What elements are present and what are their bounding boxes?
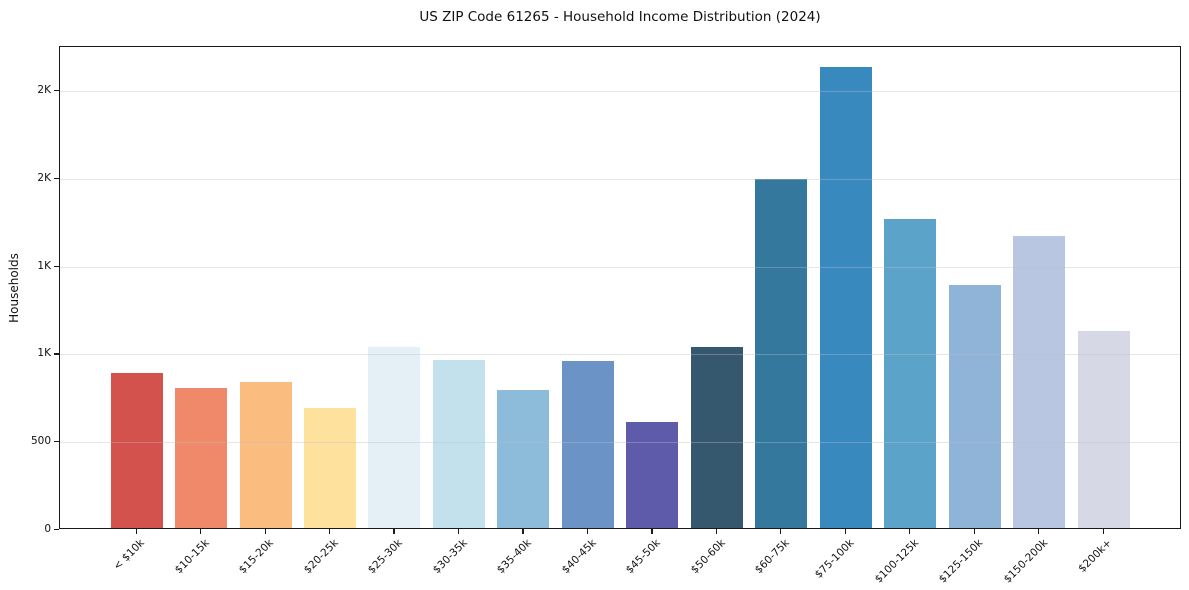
bar [690,347,743,528]
bar [304,407,356,528]
bar [819,66,872,528]
x-tick-mark [135,529,137,534]
x-tick-mark [1102,529,1104,534]
x-tick-mark [973,529,975,534]
bar [432,360,485,528]
x-tick-label: $75-100k [812,537,857,581]
bar [948,284,1001,528]
x-tick-label: < $10k [111,537,148,573]
x-tick-label: $10-15k [172,537,212,577]
bar [884,218,937,528]
bar [1077,331,1130,528]
x-tick-label: $35-40k [494,537,534,577]
y-tick-mark [54,353,59,355]
x-tick-label: $15-20k [236,537,277,577]
x-tick-mark [522,529,524,534]
x-tick-label: $30-35k [430,537,470,577]
x-tick-mark [586,529,589,534]
bar [755,179,808,528]
y-tick-mark [54,441,59,443]
bar [626,421,679,528]
y-tick-label: 0 [44,523,51,535]
x-tick-mark [651,529,653,534]
x-tick-label: $25-30k [365,537,405,577]
y-tick-mark [54,177,59,179]
x-tick-mark [844,529,846,534]
y-tick-label: 2K [37,171,51,184]
x-tick-label: $150-200k [1001,537,1050,586]
bar [368,347,421,528]
x-tick-mark [1038,529,1040,534]
x-tick-mark [329,529,331,534]
bar [110,372,163,528]
x-tick-mark [909,529,911,534]
bar [239,382,292,528]
bar [497,390,550,528]
x-tick-mark [393,529,395,534]
x-tick-label: $50-60k [688,537,728,577]
bar [1013,236,1066,528]
chart-title: US ZIP Code 61265 - Household Income Dis… [419,9,821,25]
x-tick-label: $200k+ [1076,537,1115,575]
bar [561,361,614,528]
y-tick-label: 1K [37,347,51,360]
x-tick-mark [264,529,266,534]
y-tick-mark [54,89,59,92]
x-tick-mark [200,529,202,534]
bar [175,388,228,528]
plot-area [59,46,1181,529]
x-tick-label: $60-75k [752,537,792,577]
x-tick-label: $40-45k [559,537,599,577]
y-tick-label: 500 [30,435,51,448]
x-tick-mark [457,529,460,534]
bars-layer [60,47,1180,528]
y-tick-label: 1K [37,259,51,272]
x-tick-label: $100-125k [872,537,921,586]
y-tick-mark [54,265,59,267]
x-tick-mark [715,529,718,534]
x-tick-label: $20-25k [301,537,341,577]
x-tick-label: $125-150k [936,537,986,586]
y-tick-label: 2K [37,83,51,96]
x-tick-label: $45-50k [623,537,663,577]
x-tick-mark [780,529,782,534]
y-tick-mark [54,529,59,531]
